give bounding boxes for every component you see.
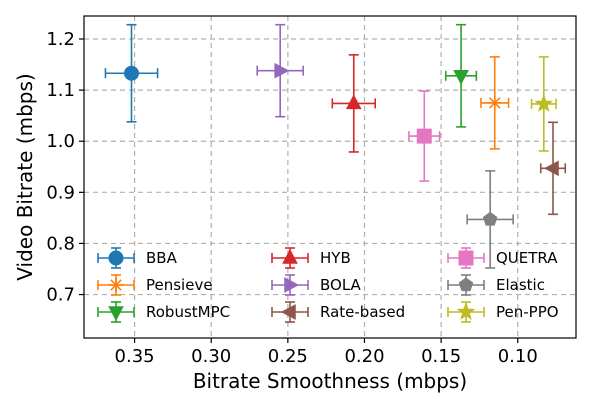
legend-item-quetra: QUETRA	[447, 247, 558, 269]
legend-marker-quetra	[458, 250, 474, 266]
plot-frame	[83, 15, 577, 339]
legend-marker-bba	[108, 250, 124, 266]
x-tick-label: 0.20	[344, 346, 384, 367]
series-bba	[104, 23, 159, 123]
elastic-point	[482, 211, 498, 226]
y-tick-label: 0.9	[46, 182, 75, 203]
tick-layer: 0.35 0.30 0.25 0.20 0.15 0.10 0.7 0.8 0.9 1.0 1.1 1…	[46, 29, 537, 367]
legend: BBA Pensieve RobustMPC HYB BOLA Rate-based QUE…	[97, 247, 559, 323]
pensieve-point	[487, 95, 503, 111]
series-bola	[256, 23, 304, 118]
series-pensieve	[480, 56, 510, 150]
legend-item-pen-ppo: Pen-PPO	[447, 301, 559, 323]
legend-item-elastic: Elastic	[447, 274, 545, 296]
legend-item-pensieve: Pensieve	[97, 274, 213, 296]
legend-marker-elastic	[458, 277, 474, 292]
legend-item-bola: BOLA	[271, 274, 362, 296]
x-tick-label: 0.35	[115, 346, 155, 367]
x-tick-label: 0.10	[498, 346, 538, 367]
legend-item-bba: BBA	[97, 247, 178, 269]
grid-layer	[84, 16, 576, 338]
legend-label: Rate-based	[320, 303, 405, 321]
legend-marker-pensieve	[108, 277, 124, 293]
series-elastic	[466, 170, 514, 269]
y-tick-label: 1.2	[46, 29, 75, 50]
pen-ppo-point	[534, 94, 554, 112]
y-tick-label: 0.8	[46, 233, 75, 254]
x-tick-label: 0.30	[191, 346, 231, 367]
legend-item-rate-based: Rate-based	[271, 301, 405, 323]
legend-marker-bola	[284, 277, 300, 293]
rate-based-point	[543, 160, 559, 177]
legend-label: BOLA	[320, 276, 362, 294]
series-robustmpc	[444, 23, 478, 128]
series-layer	[104, 23, 567, 269]
hyb-point	[345, 94, 362, 110]
legend-item-robustmpc: RobustMPC	[97, 301, 230, 323]
y-axis-label: Video Bitrate (mbps)	[13, 73, 37, 280]
legend-label: Elastic	[496, 276, 545, 294]
legend-label: BBA	[146, 249, 178, 267]
quetra-point	[416, 128, 432, 144]
legend-marker-rate-based	[280, 304, 296, 320]
bola-point	[274, 62, 290, 79]
series-quetra	[408, 90, 441, 182]
series-rate-based	[539, 121, 567, 216]
x-axis-label: Bitrate Smoothness (mbps)	[193, 369, 467, 393]
bba-point	[124, 65, 140, 81]
legend-label: Pen-PPO	[496, 303, 559, 321]
y-tick-label: 0.7	[46, 285, 75, 306]
series-pen-ppo	[530, 56, 557, 152]
legend-marker-pen-ppo	[456, 302, 476, 320]
legend-label: QUETRA	[496, 249, 558, 267]
y-tick-label: 1.1	[46, 80, 75, 101]
legend-label: Pensieve	[146, 276, 213, 294]
y-tick-label: 1.0	[46, 131, 75, 152]
x-tick-label: 0.25	[268, 346, 308, 367]
series-hyb	[331, 54, 377, 153]
legend-marker-hyb	[282, 248, 298, 264]
robustmpc-point	[453, 70, 469, 85]
legend-item-hyb: HYB	[271, 247, 351, 269]
x-tick-label: 0.15	[421, 346, 461, 367]
legend-label: RobustMPC	[146, 303, 230, 321]
legend-label: HYB	[320, 249, 351, 267]
legend-marker-robustmpc	[108, 306, 124, 322]
